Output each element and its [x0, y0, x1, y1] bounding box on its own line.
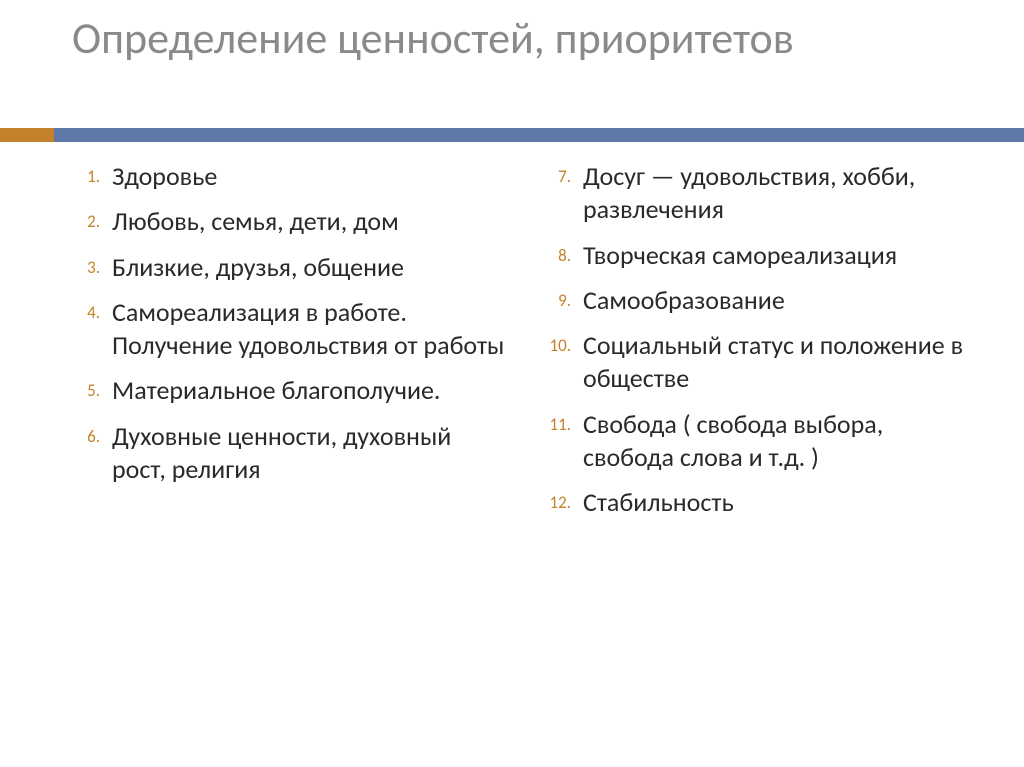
column-left: Здоровье Любовь, семья, дети, дом Близкие,…: [56, 160, 509, 531]
list-item: Любовь, семья, дети, дом: [56, 205, 509, 238]
list-item: Самообразование: [527, 284, 980, 317]
list-item: Духовные ценности, духовный рост, религи…: [56, 420, 509, 487]
list-item: Творческая самореализация: [527, 239, 980, 272]
list-item: Здоровье: [56, 160, 509, 193]
slide: Определение ценностей, приоритетов Здоро…: [0, 0, 1024, 767]
columns: Здоровье Любовь, семья, дети, дом Близкие,…: [56, 160, 980, 531]
list-item: Самореализация в работе. Получение удово…: [56, 296, 509, 363]
list-item: Материальное благополучие.: [56, 374, 509, 407]
column-right: Досуг — удовольствия, хобби, развлечения…: [527, 160, 980, 531]
values-list-right: Досуг — удовольствия, хобби, развлечения…: [527, 160, 980, 519]
list-item: Близкие, друзья, общение: [56, 251, 509, 284]
list-item: Социальный статус и положение в обществе: [527, 329, 980, 396]
content-area: Здоровье Любовь, семья, дети, дом Близкие,…: [0, 160, 1024, 767]
title-underline-right: [54, 128, 1024, 142]
list-item: Свобода ( свобода выбора, свобода слова …: [527, 408, 980, 475]
list-item: Досуг — удовольствия, хобби, развлечения: [527, 160, 980, 227]
slide-title: Определение ценностей, приоритетов: [0, 0, 1024, 63]
title-underline: [0, 128, 1024, 142]
values-list-left: Здоровье Любовь, семья, дети, дом Близкие,…: [56, 160, 509, 486]
list-item: Стабильность: [527, 486, 980, 519]
title-underline-left: [0, 128, 54, 142]
